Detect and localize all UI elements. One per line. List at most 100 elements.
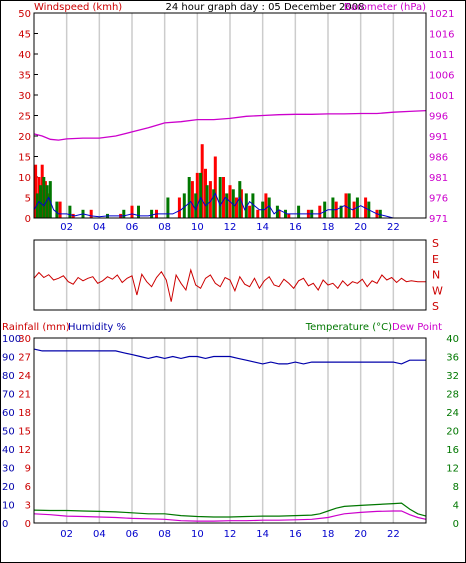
rainfall-tick-3: 9 (25, 464, 31, 475)
humidity-hour-tick-18: 18 (322, 529, 335, 540)
humidity-hour-tick-04: 04 (93, 529, 106, 540)
compass-label-0: S (432, 237, 439, 250)
gust-bar (195, 172, 199, 218)
humidity-hour-tick-12: 12 (224, 529, 237, 540)
peak-bar (244, 193, 248, 218)
temperature-tick-3: 12 (446, 464, 459, 475)
humidity-tick-5: 50 (2, 427, 15, 438)
rainfall-tick-7: 21 (18, 390, 31, 401)
peak-bar (182, 193, 186, 218)
peak-bar (231, 189, 235, 218)
humidity-hour-tick-08: 08 (158, 529, 171, 540)
gust-bar (130, 205, 134, 218)
barometer-tick-971: 971 (429, 214, 448, 225)
chart-title: 24 hour graph day : 05 December 2008 (166, 2, 365, 13)
peak-bar (238, 181, 242, 218)
humidity-hour-tick-10: 10 (191, 529, 204, 540)
gust-bar (344, 193, 348, 218)
windspeed-tick-45: 45 (18, 30, 31, 41)
peak-bar (187, 177, 191, 218)
gust-bar (213, 156, 217, 218)
barometer-tick-996: 996 (429, 112, 448, 123)
rainfall-tick-10: 30 (18, 334, 31, 345)
humidity-hour-tick-16: 16 (289, 529, 302, 540)
humidity-plot-frame (33, 337, 427, 524)
wind-hour-tick-labels: 02 04 06 08 10 12 14 16 18 20 22 (60, 222, 399, 233)
temperature-tick-5: 20 (446, 427, 459, 438)
temperature-tick-9: 36 (446, 353, 459, 364)
gust-bar (277, 209, 281, 218)
peak-bar (218, 177, 222, 218)
gust-bar (256, 209, 260, 218)
peak-bar (48, 181, 52, 218)
peak-bar (339, 205, 343, 218)
temperature-tick-0: 0 (453, 519, 459, 530)
humidity-hour-tick-14: 14 (256, 529, 269, 540)
windspeed-tick-labels: 0 5 10 15 20 25 30 35 40 45 50 (18, 9, 31, 225)
peak-bar (194, 193, 198, 218)
direction-plot-frame (33, 239, 427, 311)
windspeed-tick-25: 25 (18, 112, 31, 123)
peak-bar (212, 189, 216, 218)
windspeed-tick-30: 30 (18, 91, 31, 102)
barometer-tick-981: 981 (429, 173, 448, 184)
peak-bar (150, 209, 154, 218)
windspeed-tick-5: 5 (25, 194, 31, 205)
wind-hour-tick-06: 06 (126, 222, 139, 233)
wind-hour-tick-02: 02 (60, 222, 73, 233)
rainfall-tick-1: 3 (25, 501, 31, 512)
humidity-grid (65, 338, 395, 523)
wind-hour-tick-12: 12 (224, 222, 237, 233)
windspeed-tick-15: 15 (18, 153, 31, 164)
windspeed-tick-0: 0 (25, 214, 31, 225)
peak-bar (45, 185, 49, 218)
compass-label-3: W (432, 284, 443, 297)
peak-bar (284, 209, 287, 218)
humidity-tick-9: 90 (2, 353, 15, 364)
humidity-tick-0: 0 (2, 519, 8, 530)
rainfall-tick-9: 27 (18, 353, 31, 364)
peak-bar (205, 185, 209, 218)
gust-bar (190, 181, 194, 218)
direction-line (33, 268, 426, 302)
wind-hour-tick-10: 10 (191, 222, 204, 233)
barometer-tick-1021: 1021 (429, 9, 454, 20)
peak-bar (137, 205, 140, 218)
peak-bar (297, 205, 301, 218)
peak-bar (55, 201, 59, 218)
temperature-tick-4: 16 (446, 445, 459, 456)
gust-bar (204, 168, 207, 218)
barometer-line (33, 109, 427, 141)
humidity-hour-tick-02: 02 (60, 529, 73, 540)
gust-bar (222, 177, 225, 218)
peak-bar (378, 209, 382, 218)
peak-bar (122, 209, 126, 218)
wind-hour-tick-18: 18 (322, 222, 335, 233)
wind-lines (33, 109, 427, 219)
dewpoint-line (33, 510, 427, 522)
wind-plot-frame (33, 12, 427, 219)
barometer-tick-1006: 1006 (429, 71, 454, 82)
gust-bar (58, 201, 62, 218)
peak-bar (68, 205, 72, 218)
temperature-axis-label: Temperature (°C) (305, 322, 392, 333)
temperature-tick-7: 28 (446, 390, 459, 401)
gust-bar (239, 189, 243, 218)
gust-bar (40, 164, 44, 218)
humidity-tick-10: 100 (2, 334, 21, 345)
gust-bar (200, 144, 204, 218)
humidity-tick-3: 30 (2, 464, 15, 475)
peak-bar (225, 193, 229, 218)
direction-line (33, 268, 426, 302)
humidity-tick-7: 70 (2, 390, 15, 401)
wind-barometer-panel: Windspeed (kmh) 24 hour graph day : 05 D… (18, 2, 454, 233)
gust-bar (37, 177, 41, 218)
peak-bar (347, 193, 351, 218)
gust-bar (89, 209, 93, 218)
humidity-line (33, 348, 426, 365)
temperature-line (33, 502, 427, 518)
